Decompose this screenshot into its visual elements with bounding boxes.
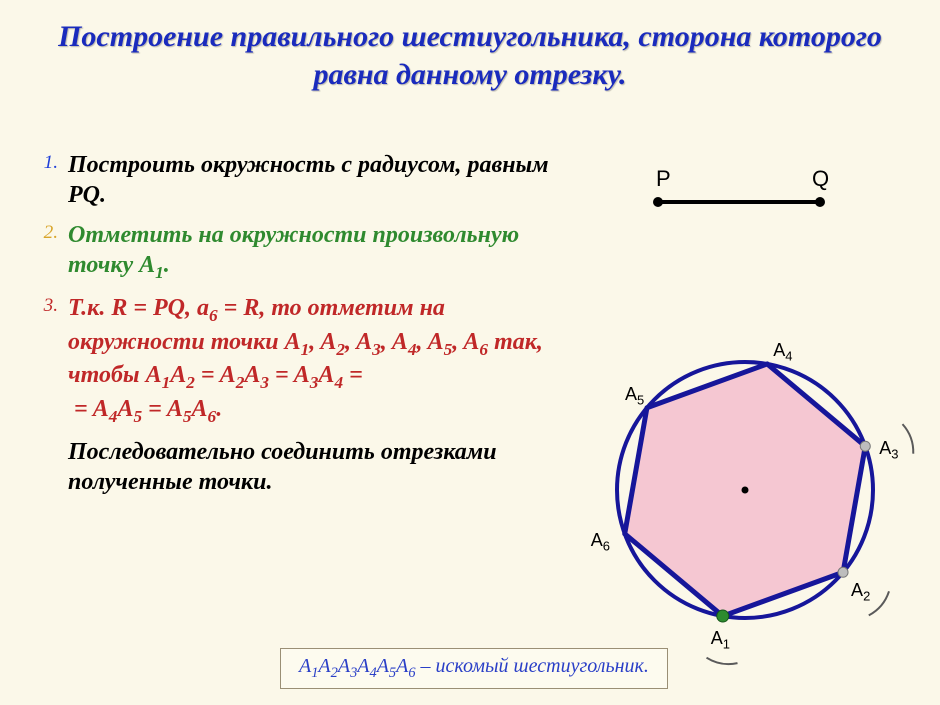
step: 1.Построить окружность с радиусом, равны…	[22, 150, 577, 210]
step-text: Отметить на окружности произвольную точк…	[68, 220, 577, 283]
svg-text:P: P	[656, 168, 671, 191]
step-text: Т.к. R = PQ, a6 = R, то отметим на окруж…	[68, 293, 577, 427]
page-title: Построение правильного шестиугольника, с…	[0, 0, 940, 101]
vertex-label: A2	[851, 580, 870, 604]
step-number: 3.	[22, 293, 68, 317]
step-text: Последовательно соединить отрезками полу…	[68, 437, 577, 497]
step-number: 2.	[22, 220, 68, 244]
vertex-label: A1	[711, 628, 730, 652]
hex-svg	[580, 310, 930, 670]
svg-text:Q: Q	[812, 168, 829, 191]
vertex-label: A3	[879, 438, 898, 462]
pq-segment: PQ	[640, 168, 850, 218]
step: 3.Т.к. R = PQ, a6 = R, то отметим на окр…	[22, 293, 577, 427]
pq-svg: PQ	[640, 168, 850, 218]
vertex-label: A5	[625, 384, 644, 408]
step-number: 4.	[22, 437, 68, 461]
steps-list: 1.Построить окружность с радиусом, равны…	[22, 150, 577, 507]
vertex-label: A4	[773, 340, 792, 364]
step-number: 1.	[22, 150, 68, 174]
step-text: Построить окружность с радиусом, равным …	[68, 150, 577, 210]
footer-note: A1A2A3A4A5A6 – искомый шестиугольник.	[280, 648, 668, 689]
vertex-label: A6	[591, 530, 610, 554]
hexagon-diagram: A1 A2 A3 A4 A5 A6	[580, 310, 930, 670]
step: 2.Отметить на окружности произвольную то…	[22, 220, 577, 283]
step: 4.Последовательно соединить отрезками по…	[22, 437, 577, 497]
